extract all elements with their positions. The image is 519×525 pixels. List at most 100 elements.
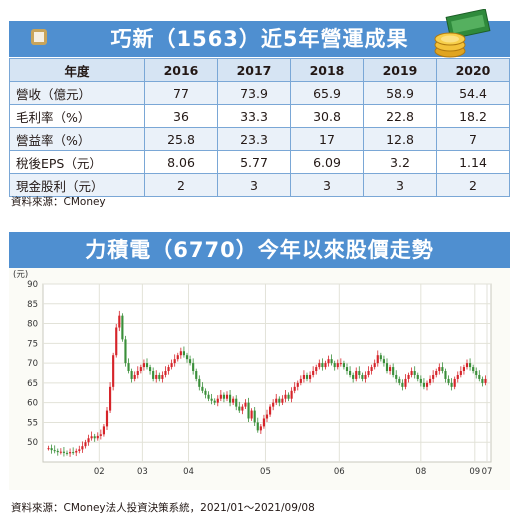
table-cell: 3 (217, 173, 291, 197)
header-2020: 2020 (436, 58, 510, 82)
candle-body (330, 359, 333, 364)
candle-body (367, 371, 370, 375)
candle-body (389, 367, 392, 372)
candle-body (305, 374, 309, 379)
candle-body (225, 394, 229, 399)
candle-body (109, 386, 112, 411)
candle-body (102, 426, 105, 435)
y-tick-label: 80 (27, 320, 38, 330)
candle-body (416, 374, 419, 379)
candle-body (75, 450, 78, 453)
candle-body (429, 378, 432, 383)
table-cell: 3 (363, 173, 437, 197)
candle-body (96, 435, 99, 439)
candle-body (404, 378, 407, 387)
candle-body (256, 422, 259, 431)
candle-body (410, 371, 413, 375)
candle-body (216, 398, 219, 403)
money-icon (434, 9, 491, 58)
table-cell: 5.77 (217, 150, 291, 174)
y-unit-label: (元) (13, 270, 28, 280)
candle-body (333, 363, 336, 368)
candle-body (136, 371, 139, 375)
table-cell: 12.8 (363, 127, 437, 151)
candle-body (349, 371, 352, 375)
table-row: 稅後EPS（元） 8.06 5.77 6.09 3.2 1.14 (9, 150, 510, 174)
candle-body (167, 367, 170, 372)
table-cell: 3.2 (363, 150, 437, 174)
candle-body (453, 378, 456, 387)
candle-body (185, 355, 189, 360)
candle-body (87, 438, 90, 443)
stock-chart: (元) 50 55 60 65 70 75 80 85 90 02 03 04 05 06 07 08 09 (9, 268, 510, 490)
table-cell: 33.3 (217, 104, 291, 128)
table-cell: 3 (290, 173, 364, 197)
candle-body (207, 394, 210, 399)
x-tick-label: 06 (334, 467, 345, 477)
candle-body (441, 367, 444, 372)
candle-body (50, 448, 53, 451)
candle-body (170, 363, 173, 368)
candle-body (250, 410, 253, 419)
candle-body (284, 394, 287, 399)
table-cell: 6.09 (290, 150, 364, 174)
table-title: 巧新（1563）近5年營運成果 (110, 27, 409, 51)
candle-body (419, 378, 422, 383)
table-cell: 2 (436, 173, 510, 197)
table-row: 現金股利（元） 2 3 3 3 2 (9, 173, 510, 197)
candle-body (173, 359, 176, 364)
x-tick-label: 09 (469, 467, 480, 477)
candle-body (259, 426, 262, 431)
candle-body (450, 382, 453, 387)
candle-body (149, 367, 152, 372)
candle-body (352, 374, 355, 379)
table-cell: 17 (290, 127, 364, 151)
table-cell: 1.14 (436, 150, 510, 174)
chart-title: 力積電（6770）今年以來股價走勢 (85, 238, 434, 262)
candle-body (182, 351, 185, 356)
candle-body (210, 398, 213, 401)
candle-body (247, 402, 250, 419)
candle-body (161, 374, 164, 379)
candle-body (395, 374, 398, 379)
candle-body (401, 382, 404, 387)
candle-body (265, 414, 269, 419)
candle-body (302, 374, 305, 379)
candle-body (342, 363, 345, 368)
candle-body (195, 371, 198, 379)
candle-body (290, 390, 293, 399)
candle-body (481, 378, 484, 383)
candle-body (93, 436, 96, 439)
candle-body (53, 450, 56, 452)
candle-body (78, 449, 81, 451)
chart-title-banner: 力積電（6770）今年以來股價走勢 (9, 232, 510, 268)
header-2017: 2017 (217, 58, 291, 82)
header-2018: 2018 (290, 58, 364, 82)
candle-body (121, 315, 124, 340)
candle-body (299, 378, 302, 383)
candle-body (312, 371, 315, 375)
y-tick-label: 65 (27, 379, 38, 389)
candle-body (272, 402, 275, 407)
candle-body (484, 378, 487, 383)
y-tick-label: 85 (27, 300, 38, 310)
candle-body (201, 386, 204, 391)
chart-source-note: 資料來源：CMoney法人投資決策系統，2021/01～2021/09/08 (11, 502, 315, 514)
y-tick-label: 50 (27, 438, 38, 448)
table-cell: 8.06 (144, 150, 218, 174)
candle-body (198, 378, 201, 387)
financial-table: 年度 2016 2017 2018 2019 2020 營收（億元） 77 73… (9, 58, 510, 197)
row-label: 毛利率（%） (9, 104, 145, 128)
candle-body (192, 363, 195, 372)
candle-body (84, 442, 87, 447)
candle-body (456, 374, 459, 379)
candle-body (459, 371, 462, 375)
candle-body (432, 374, 435, 379)
candle-body (189, 359, 192, 364)
candle-body (361, 374, 364, 379)
table-row: 營收（億元） 77 73.9 65.9 58.9 54.4 (9, 81, 510, 105)
square-bullet-icon (31, 29, 47, 45)
candle-body (315, 367, 318, 372)
candle-body (478, 374, 481, 379)
candle-body (164, 371, 167, 375)
